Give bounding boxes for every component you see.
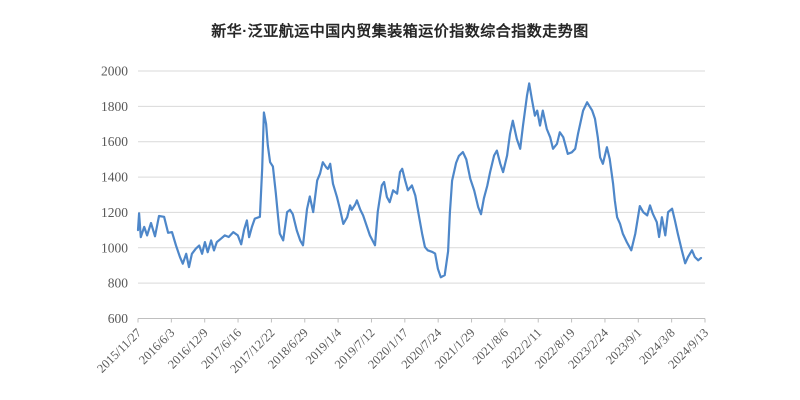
y-tick-label: 1600 (101, 134, 128, 149)
x-tick-label: 2015/11/27 (94, 326, 144, 376)
y-tick-label: 600 (108, 311, 129, 326)
y-tick-label: 800 (108, 276, 129, 291)
y-tick-label: 2000 (101, 64, 128, 79)
chart-title: 新华·泛亚航运中国内贸集装箱运价指数综合指数走势图 (211, 23, 589, 40)
y-tick-label: 1400 (101, 170, 128, 185)
y-tick-label: 1800 (101, 99, 128, 114)
y-tick-label: 1000 (101, 240, 128, 255)
x-tick-label: 2023/9/1 (603, 326, 644, 367)
y-tick-label: 1200 (101, 205, 128, 220)
index-series-line (136, 82, 703, 279)
